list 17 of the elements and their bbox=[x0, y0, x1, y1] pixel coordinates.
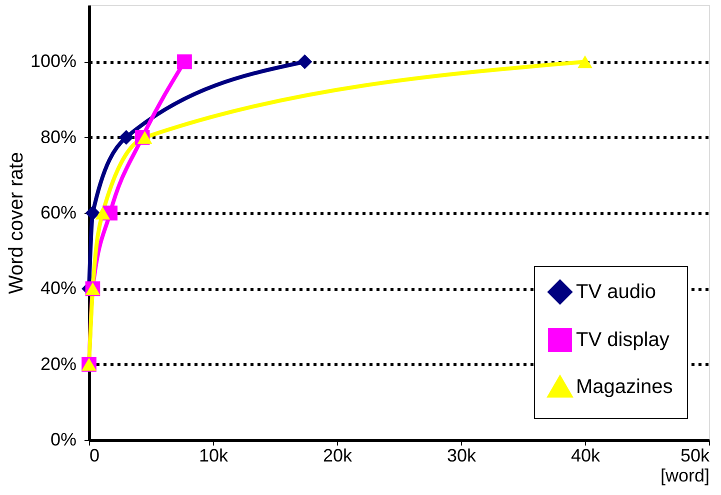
y-tick-label: 100% bbox=[30, 51, 76, 72]
y-tick-label: 60% bbox=[40, 202, 76, 223]
y-axis-title: Word cover rate bbox=[5, 152, 28, 294]
x-tick-label: 20k bbox=[322, 446, 354, 466]
y-tick-label: 40% bbox=[40, 278, 76, 298]
x-tick-label: 50k bbox=[680, 446, 710, 466]
x-tick-label: 40k bbox=[570, 446, 602, 466]
legend-label: TV audio bbox=[576, 281, 656, 303]
x-axis-title: [word] bbox=[660, 466, 710, 486]
y-tick-label: 0% bbox=[50, 430, 76, 450]
legend-label: Magazines bbox=[576, 376, 673, 398]
y-tick-label: 80% bbox=[40, 126, 76, 147]
x-tick-label: 0 bbox=[90, 446, 100, 466]
legend-label: TV display bbox=[576, 329, 670, 351]
x-tick-label: 10k bbox=[198, 446, 230, 466]
y-tick-label: 20% bbox=[40, 354, 76, 374]
x-tick-label: 30k bbox=[446, 446, 478, 466]
